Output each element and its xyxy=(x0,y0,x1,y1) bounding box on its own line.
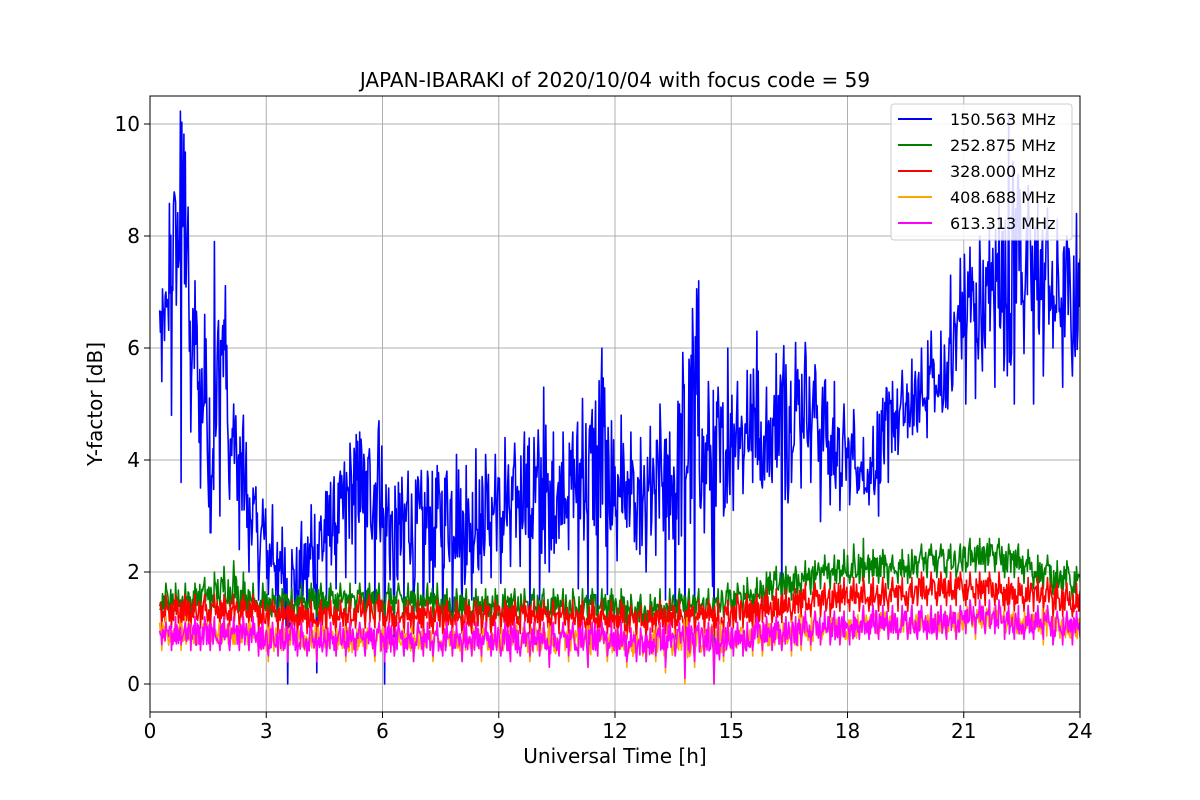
x-tick-label: 3 xyxy=(260,719,273,743)
legend-label-4: 613.313 MHz xyxy=(950,214,1055,233)
legend-label-1: 252.875 MHz xyxy=(950,136,1055,155)
x-tick-label: 6 xyxy=(376,719,389,743)
y-tick-label: 6 xyxy=(127,336,140,360)
x-axis-label: Universal Time [h] xyxy=(523,744,706,768)
legend-label-0: 150.563 MHz xyxy=(950,110,1055,129)
legend-items: 150.563 MHz 252.875 MHz 328.000 MHz 408.688… xyxy=(898,110,1055,233)
legend-box xyxy=(890,103,1073,241)
y-tick-label: 8 xyxy=(127,224,140,248)
series-line-2 xyxy=(158,571,1080,640)
x-tick-label: 24 xyxy=(1067,719,1092,743)
y-tick-label: 10 xyxy=(115,112,140,136)
series-line-1 xyxy=(159,537,1080,629)
y-tick-label: 0 xyxy=(127,672,140,696)
y-axis-ticks: 0 2 4 6 8 10 xyxy=(115,112,150,696)
series-line-4 xyxy=(158,599,1080,685)
x-tick-label: 12 xyxy=(602,719,627,743)
x-axis-ticks: 0 3 6 9 12 15 18 21 24 xyxy=(144,712,1093,743)
series-layer xyxy=(158,110,1080,685)
legend-label-3: 408.688 MHz xyxy=(950,188,1055,207)
x-tick-label: 15 xyxy=(719,719,744,743)
x-tick-label: 9 xyxy=(492,719,505,743)
y-tick-label: 4 xyxy=(127,448,140,472)
legend: 150.563 MHz 252.875 MHz 328.000 MHz 408.688… xyxy=(890,103,1073,241)
series-line-0 xyxy=(158,110,1080,685)
x-tick-label: 18 xyxy=(835,719,860,743)
x-tick-label: 21 xyxy=(951,719,976,743)
legend-label-2: 328.000 MHz xyxy=(950,162,1055,181)
y-tick-label: 2 xyxy=(127,560,140,584)
x-tick-label: 0 xyxy=(144,719,157,743)
y-axis-label: Y-factor [dB] xyxy=(83,342,107,467)
chart-title: JAPAN-IBARAKI of 2020/10/04 with focus c… xyxy=(358,68,870,92)
